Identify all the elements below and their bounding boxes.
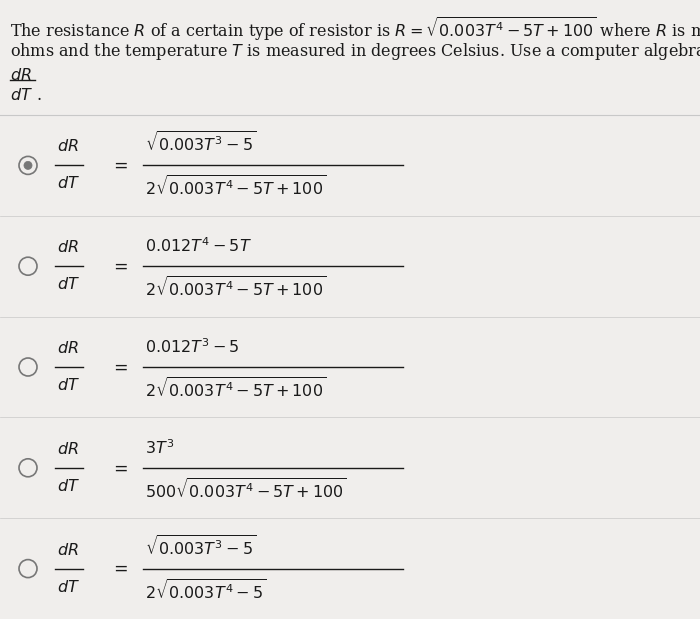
Text: $=$: $=$ bbox=[110, 358, 128, 376]
Text: $dR$: $dR$ bbox=[57, 239, 79, 256]
Text: $=$: $=$ bbox=[110, 560, 128, 577]
Ellipse shape bbox=[24, 162, 32, 170]
Text: $0.012T^4-5T$: $0.012T^4-5T$ bbox=[145, 238, 252, 256]
Text: $=$: $=$ bbox=[110, 258, 128, 275]
Text: $dT$: $dT$ bbox=[57, 579, 80, 595]
Text: $dT$: $dT$ bbox=[57, 478, 80, 495]
Text: $=$: $=$ bbox=[110, 157, 128, 174]
Text: .: . bbox=[37, 87, 42, 104]
Text: $2\sqrt{0.003T^4-5T+100}$: $2\sqrt{0.003T^4-5T+100}$ bbox=[145, 276, 326, 300]
Text: $dT$: $dT$ bbox=[57, 175, 80, 193]
Text: $3T^3$: $3T^3$ bbox=[145, 439, 174, 458]
Text: $\sqrt{0.003T^3-5}$: $\sqrt{0.003T^3-5}$ bbox=[145, 131, 256, 155]
Text: $2\sqrt{0.003T^4-5}$: $2\sqrt{0.003T^4-5}$ bbox=[145, 579, 267, 602]
Text: $dT$: $dT$ bbox=[57, 377, 80, 394]
Text: ohms and the temperature $T$ is measured in degrees Celsius. Use a computer alge: ohms and the temperature $T$ is measured… bbox=[10, 41, 700, 62]
Text: $=$: $=$ bbox=[110, 459, 128, 476]
Text: $\sqrt{0.003T^3-5}$: $\sqrt{0.003T^3-5}$ bbox=[145, 535, 256, 558]
Text: $0.012T^3-5$: $0.012T^3-5$ bbox=[145, 339, 239, 357]
Text: $dR$: $dR$ bbox=[57, 139, 79, 155]
Text: $dR$: $dR$ bbox=[57, 340, 79, 357]
Text: $dT$: $dT$ bbox=[57, 276, 80, 293]
Text: $500\sqrt{0.003T^4-5T+100}$: $500\sqrt{0.003T^4-5T+100}$ bbox=[145, 478, 346, 502]
Text: $dT$: $dT$ bbox=[10, 87, 33, 104]
Text: $dR$: $dR$ bbox=[10, 67, 32, 84]
Text: $dR$: $dR$ bbox=[57, 441, 79, 458]
Text: $2\sqrt{0.003T^4-5T+100}$: $2\sqrt{0.003T^4-5T+100}$ bbox=[145, 377, 326, 401]
Text: $2\sqrt{0.003T^4-5T+100}$: $2\sqrt{0.003T^4-5T+100}$ bbox=[145, 175, 326, 199]
Text: $dR$: $dR$ bbox=[57, 542, 79, 558]
Text: The resistance $R$ of a certain type of resistor is $R = \sqrt{0.003T^4 - 5T + 1: The resistance $R$ of a certain type of … bbox=[10, 15, 700, 43]
